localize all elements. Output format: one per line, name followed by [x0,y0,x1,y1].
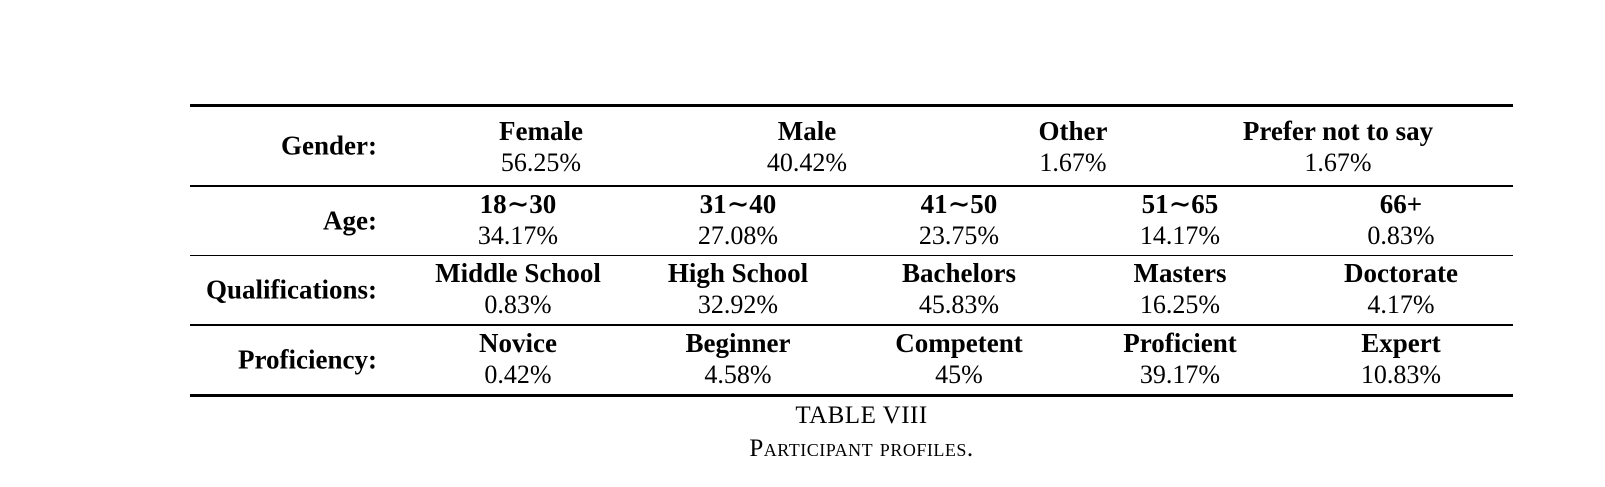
cell-value: 10.83% [1360,359,1442,389]
table-cell: Masters 16.25% [1134,258,1227,320]
cell-heading: High School [667,258,809,288]
cell-heading: 18∼30 [479,188,557,219]
cell-heading: Other [1038,116,1108,146]
table-row-gender: Gender: Female 56.25% Male 40.42% Other … [190,107,1513,185]
cell-heading: 31∼40 [699,188,777,219]
table-cell: Competent 45% [895,328,1022,390]
table-cell: Female 56.25% [499,116,583,178]
cell-heading: Beginner [685,327,791,358]
cell-heading: Competent [895,327,1023,358]
table-row-proficiency: Proficiency: Novice 0.42% Beginner 4.58%… [190,326,1513,394]
table-cell: Novice 0.42% [479,328,557,390]
row-label-gender: Gender: [281,130,377,161]
row-label-qualifications: Qualifications: [205,274,377,305]
table-bottom-rule [190,393,1513,397]
row-divider [190,324,1513,326]
row-divider [190,254,1513,256]
cell-heading: 41∼50 [920,188,998,219]
table-row-qualifications: Qualifications: Middle School 0.83% High… [190,256,1513,324]
row-divider [190,185,1513,187]
cell-value: 14.17% [1139,220,1221,250]
cell-heading: Novice [479,327,557,358]
cell-heading: Male [777,116,837,146]
cell-value: 39.17% [1139,359,1221,389]
cell-heading: Expert [1361,327,1441,358]
table-cell: Beginner 4.58% [686,328,791,390]
cell-heading: 51∼65 [1141,188,1219,219]
cell-value: 45.83% [918,290,1000,319]
row-label-proficiency: Proficiency: [238,344,377,374]
cell-value: 1.67% [1304,148,1372,177]
row-label-age: Age: [323,205,377,235]
cell-value: 4.17% [1367,290,1435,319]
table-cell: Middle School 0.83% [435,258,601,320]
table-cell: Other 1.67% [1039,116,1108,178]
cell-heading: Female [499,116,583,146]
table-caption: Participant profiles. [749,435,974,462]
cell-heading: Masters [1133,258,1227,288]
table-cell: 18∼30 34.17% [478,189,558,251]
cell-heading: 66+ [1379,188,1423,219]
cell-value: 23.75% [918,220,1000,250]
cell-heading: Bachelors [902,258,1016,288]
table-cell: Male 40.42% [767,116,847,178]
table-cell: 66+ 0.83% [1367,189,1434,251]
table-number: TABLE VIII [795,402,928,429]
cell-heading: Doctorate [1344,258,1458,288]
table-cell: 51∼65 14.17% [1140,189,1220,251]
participant-profiles-table: Gender: Female 56.25% Male 40.42% Other … [190,104,1513,397]
table-cell: High School 32.92% [668,258,808,320]
cell-value: 0.83% [1367,220,1435,250]
cell-value: 40.42% [766,148,848,177]
cell-value: 4.58% [704,359,772,389]
cell-value: 0.42% [484,359,552,389]
cell-heading: Proficient [1123,327,1237,358]
cell-value: 1.67% [1039,148,1107,177]
cell-value: 34.17% [477,220,559,250]
cell-value: 56.25% [500,148,582,177]
table-cell: Prefer not to say 1.67% [1243,116,1433,178]
table-cell: 31∼40 27.08% [698,189,778,251]
table-cell: Bachelors 45.83% [902,258,1016,320]
table-cell: Expert 10.83% [1361,328,1441,390]
cell-value: 16.25% [1139,290,1221,319]
table-cell: Proficient 39.17% [1123,328,1236,390]
cell-value: 27.08% [697,220,779,250]
cell-heading: Middle School [435,258,601,288]
cell-heading: Prefer not to say [1242,116,1434,146]
table-top-rule [190,104,1513,107]
table-row-age: Age: 18∼30 34.17% 31∼40 27.08% 41∼50 23.… [190,187,1513,255]
table-cell: 41∼50 23.75% [919,189,999,251]
table-cell: Doctorate 4.17% [1344,258,1458,320]
cell-value: 45% [935,359,983,389]
cell-value: 0.83% [484,290,552,319]
cell-value: 32.92% [697,290,779,319]
